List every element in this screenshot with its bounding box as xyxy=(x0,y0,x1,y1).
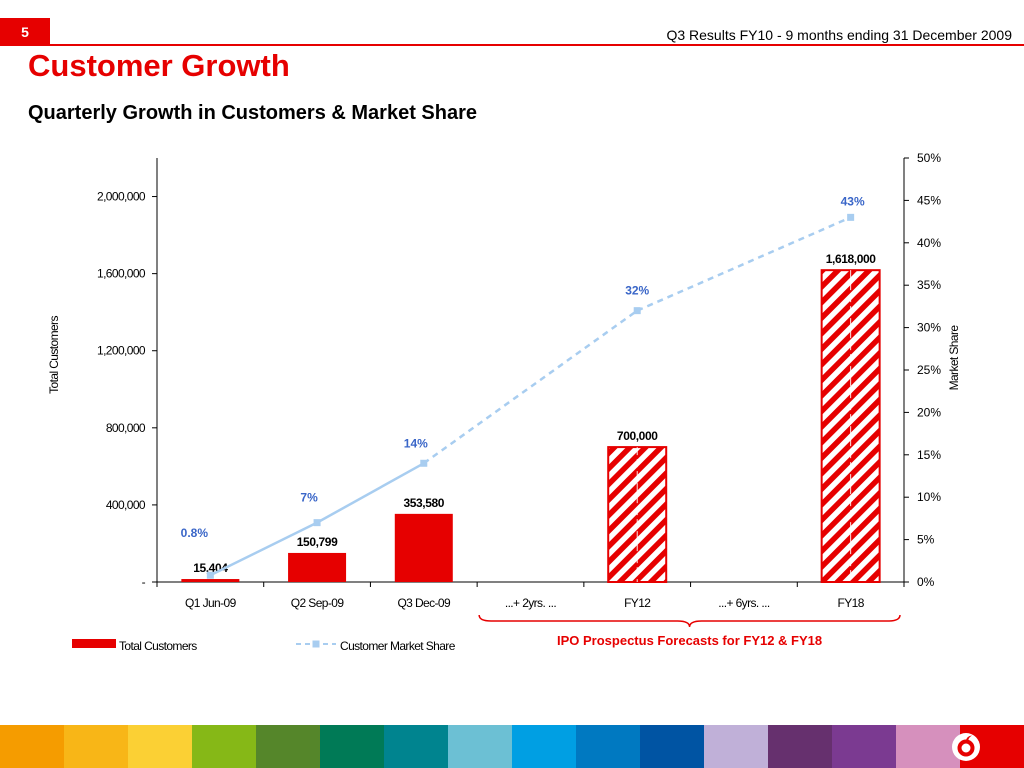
share-point-marker xyxy=(313,519,321,527)
right-axis-tick-label: 45% xyxy=(917,193,941,207)
footer-swatch xyxy=(768,725,832,768)
left-axis-tick-label: 800,000 xyxy=(106,421,146,435)
x-axis-category-label: ...+ 6yrs. ... xyxy=(718,596,770,610)
share-line-forecast-segment xyxy=(636,216,852,312)
footer-swatch xyxy=(896,725,960,768)
bar xyxy=(394,513,453,582)
bar xyxy=(288,552,347,582)
footer-swatch xyxy=(0,725,64,768)
bar-value-label: 150,799 xyxy=(297,535,338,549)
right-axis-tick-label: 15% xyxy=(917,448,941,462)
right-axis-tick-label: 50% xyxy=(917,151,941,165)
x-axis-category-label: FY12 xyxy=(624,596,651,610)
legend-bar-swatch xyxy=(72,639,116,648)
share-point-marker xyxy=(633,307,641,315)
share-line-segment xyxy=(209,521,318,577)
header-divider xyxy=(50,44,1024,46)
bar xyxy=(181,579,240,582)
footer-swatch xyxy=(512,725,576,768)
left-axis-tick-label: 2,000,000 xyxy=(97,190,146,204)
footer-swatch xyxy=(704,725,768,768)
forecast-brace xyxy=(478,614,901,628)
share-value-label: 32% xyxy=(625,284,649,298)
share-value-label: 14% xyxy=(404,436,428,450)
x-axis-category-label: FY18 xyxy=(837,596,864,610)
x-axis-category-label: ...+ 2yrs. ... xyxy=(505,596,557,610)
left-axis-tick-label: 400,000 xyxy=(106,498,146,512)
right-axis-tick-label: 40% xyxy=(917,236,941,250)
right-axis-tick-label: 30% xyxy=(917,321,941,335)
slide-title: Customer Growth xyxy=(28,48,290,83)
footer-swatch xyxy=(640,725,704,768)
footer-swatch xyxy=(192,725,256,768)
slide-subtitle: Quarterly Growth in Customers & Market S… xyxy=(28,102,478,124)
left-axis-tick-label: 1,600,000 xyxy=(97,267,146,281)
legend-bar-label: Total Customers xyxy=(119,639,197,653)
forecast-annotation: IPO Prospectus Forecasts for FY12 & FY18 xyxy=(557,633,822,648)
footer-swatch xyxy=(384,725,448,768)
left-axis-tick-label: - xyxy=(142,575,146,589)
footer-swatch xyxy=(256,725,320,768)
share-value-label: 7% xyxy=(300,491,318,505)
footer-swatch xyxy=(64,725,128,768)
report-period-text: Q3 Results FY10 - 9 months ending 31 Dec… xyxy=(666,27,1012,43)
footer-color-strip xyxy=(0,725,1024,768)
share-point-marker xyxy=(847,213,855,221)
bar-value-label: 353,580 xyxy=(403,496,444,510)
right-axis-tick-label: 35% xyxy=(917,278,941,292)
footer-swatch xyxy=(448,725,512,768)
right-axis-tick-label: 5% xyxy=(917,533,935,547)
footer-swatch xyxy=(128,725,192,768)
legend-line-label: Customer Market Share xyxy=(340,639,456,653)
share-line-forecast-segment xyxy=(423,309,638,465)
share-value-label: 0.8% xyxy=(181,526,209,540)
left-axis-tick-label: 1,200,000 xyxy=(97,344,146,358)
right-axis-title: Market Share xyxy=(947,325,961,391)
footer-swatch xyxy=(320,725,384,768)
slide-number: 5 xyxy=(0,18,50,46)
right-axis-tick-label: 10% xyxy=(917,490,941,504)
share-line-segment xyxy=(316,462,425,524)
share-point-marker xyxy=(206,571,214,579)
x-axis-category-label: Q2 Sep-09 xyxy=(291,596,345,610)
legend-line-marker xyxy=(312,640,320,648)
right-axis-tick-label: 25% xyxy=(917,363,941,377)
share-value-label: 43% xyxy=(841,194,865,208)
customer-growth-chart: - 400,000 800,000 1,200,000 1,600,000 2,000,0… xyxy=(47,151,961,653)
share-point-marker xyxy=(420,459,428,467)
right-axis-tick-label: 20% xyxy=(917,405,941,419)
footer-swatch xyxy=(832,725,896,768)
vodafone-logo-icon xyxy=(952,733,980,761)
vodafone-logo xyxy=(944,730,988,764)
x-axis-category-label: Q1 Jun-09 xyxy=(185,596,237,610)
x-axis-category-label: Q3 Dec-09 xyxy=(397,596,451,610)
bar-value-label: 700,000 xyxy=(617,429,658,443)
bar-value-label: 1,618,000 xyxy=(826,252,877,266)
left-axis-title: Total Customers xyxy=(47,316,61,394)
right-axis-tick-label: 0% xyxy=(917,575,935,589)
footer-swatch xyxy=(576,725,640,768)
